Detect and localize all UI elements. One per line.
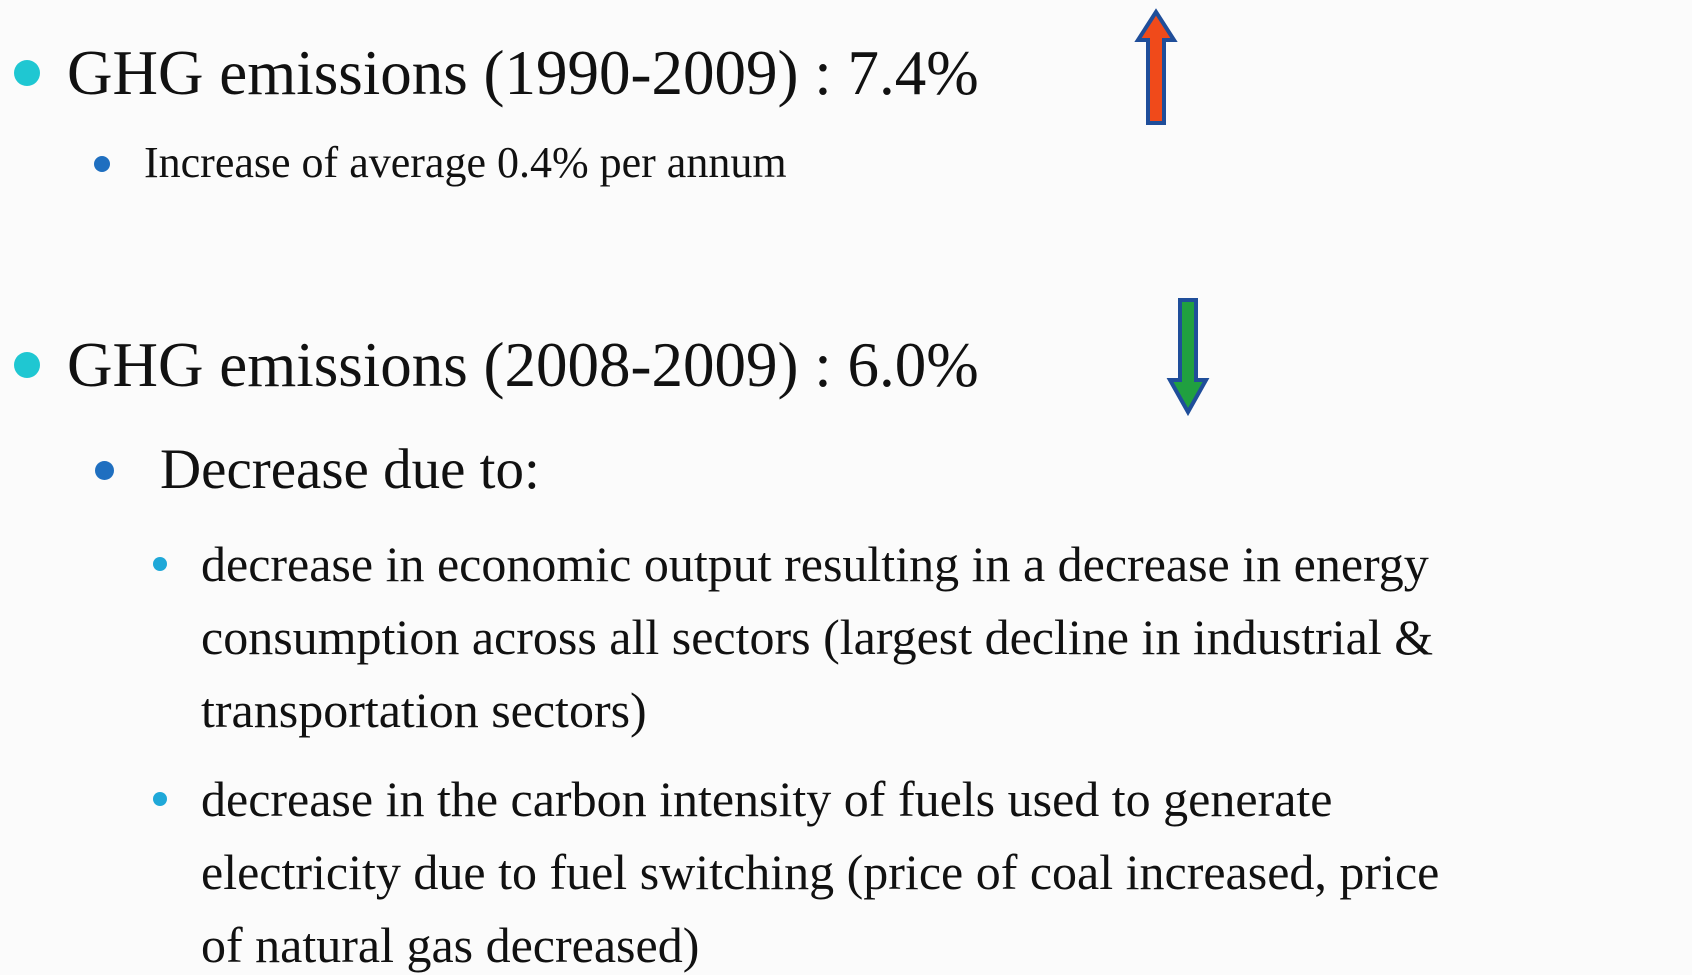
bullet-text: GHG emissions (1990-2009) : 7.4% bbox=[67, 38, 979, 108]
bullet-dot bbox=[14, 352, 40, 378]
down-arrow bbox=[1166, 298, 1210, 417]
up-arrow bbox=[1134, 8, 1178, 125]
item-line: consumption across all sectors (largest … bbox=[201, 609, 1434, 665]
item-line: electricity due to fuel switching (price… bbox=[201, 844, 1440, 900]
bullet-dot bbox=[153, 792, 167, 806]
bullet-dot bbox=[94, 156, 110, 172]
bullet-dot bbox=[153, 557, 167, 571]
bullet-dot bbox=[14, 60, 40, 86]
bullet-text: GHG emissions (2008-2009) : 6.0% bbox=[67, 330, 979, 400]
sub-bullet-text: Decrease due to: bbox=[160, 438, 540, 501]
sub-bullet-text: Increase of average 0.4% per annum bbox=[144, 138, 787, 187]
item-line: of natural gas decreased) bbox=[201, 917, 700, 973]
item-line: decrease in the carbon intensity of fuel… bbox=[201, 771, 1333, 827]
bullet-dot bbox=[95, 461, 114, 480]
item-line: decrease in economic output resulting in… bbox=[201, 536, 1429, 592]
item-line: transportation sectors) bbox=[201, 682, 647, 738]
